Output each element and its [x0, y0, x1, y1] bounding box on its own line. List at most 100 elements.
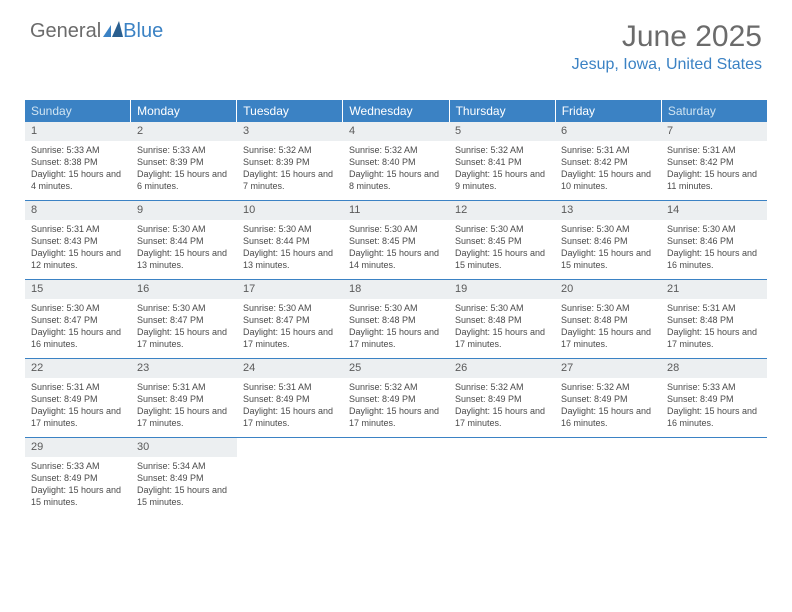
week-row: 1Sunrise: 5:33 AMSunset: 8:38 PMDaylight… — [25, 122, 767, 201]
day-cell: 8Sunrise: 5:31 AMSunset: 8:43 PMDaylight… — [25, 201, 131, 279]
day-number: 6 — [555, 122, 661, 141]
day-number: 1 — [25, 122, 131, 141]
day-content: Sunrise: 5:30 AMSunset: 8:47 PMDaylight:… — [237, 299, 343, 356]
day-content: Sunrise: 5:30 AMSunset: 8:46 PMDaylight:… — [661, 220, 767, 277]
day-content: Sunrise: 5:31 AMSunset: 8:43 PMDaylight:… — [25, 220, 131, 277]
day-content: Sunrise: 5:31 AMSunset: 8:48 PMDaylight:… — [661, 299, 767, 356]
day-number: 11 — [343, 201, 449, 220]
day-number: 10 — [237, 201, 343, 220]
day-content: Sunrise: 5:34 AMSunset: 8:49 PMDaylight:… — [131, 457, 237, 514]
day-content: Sunrise: 5:33 AMSunset: 8:49 PMDaylight:… — [25, 457, 131, 514]
day-content: Sunrise: 5:32 AMSunset: 8:49 PMDaylight:… — [555, 378, 661, 435]
day-content: Sunrise: 5:30 AMSunset: 8:45 PMDaylight:… — [449, 220, 555, 277]
day-number: 24 — [237, 359, 343, 378]
day-cell: 24Sunrise: 5:31 AMSunset: 8:49 PMDayligh… — [237, 359, 343, 437]
day-number: 8 — [25, 201, 131, 220]
day-number: 19 — [449, 280, 555, 299]
day-cell — [449, 438, 555, 516]
week-row: 29Sunrise: 5:33 AMSunset: 8:49 PMDayligh… — [25, 438, 767, 516]
week-row: 8Sunrise: 5:31 AMSunset: 8:43 PMDaylight… — [25, 201, 767, 280]
day-content: Sunrise: 5:31 AMSunset: 8:42 PMDaylight:… — [555, 141, 661, 198]
day-content: Sunrise: 5:31 AMSunset: 8:49 PMDaylight:… — [237, 378, 343, 435]
week-row: 15Sunrise: 5:30 AMSunset: 8:47 PMDayligh… — [25, 280, 767, 359]
logo-text-blue: Blue — [123, 20, 163, 43]
weekday-header: Monday — [131, 100, 237, 122]
day-cell: 22Sunrise: 5:31 AMSunset: 8:49 PMDayligh… — [25, 359, 131, 437]
day-number: 12 — [449, 201, 555, 220]
day-cell: 21Sunrise: 5:31 AMSunset: 8:48 PMDayligh… — [661, 280, 767, 358]
day-cell: 25Sunrise: 5:32 AMSunset: 8:49 PMDayligh… — [343, 359, 449, 437]
day-cell — [661, 438, 767, 516]
day-cell: 17Sunrise: 5:30 AMSunset: 8:47 PMDayligh… — [237, 280, 343, 358]
location: Jesup, Iowa, United States — [572, 56, 762, 74]
day-cell: 16Sunrise: 5:30 AMSunset: 8:47 PMDayligh… — [131, 280, 237, 358]
day-number: 18 — [343, 280, 449, 299]
day-cell: 15Sunrise: 5:30 AMSunset: 8:47 PMDayligh… — [25, 280, 131, 358]
day-cell: 11Sunrise: 5:30 AMSunset: 8:45 PMDayligh… — [343, 201, 449, 279]
day-number: 30 — [131, 438, 237, 457]
day-cell: 19Sunrise: 5:30 AMSunset: 8:48 PMDayligh… — [449, 280, 555, 358]
month-title: June 2025 — [572, 20, 762, 54]
day-number: 3 — [237, 122, 343, 141]
day-content: Sunrise: 5:31 AMSunset: 8:49 PMDaylight:… — [131, 378, 237, 435]
day-content: Sunrise: 5:32 AMSunset: 8:49 PMDaylight:… — [449, 378, 555, 435]
day-content: Sunrise: 5:31 AMSunset: 8:42 PMDaylight:… — [661, 141, 767, 198]
day-number: 22 — [25, 359, 131, 378]
day-cell — [343, 438, 449, 516]
day-cell: 1Sunrise: 5:33 AMSunset: 8:38 PMDaylight… — [25, 122, 131, 200]
day-number: 9 — [131, 201, 237, 220]
logo-icon — [103, 20, 123, 43]
header-right: June 2025 Jesup, Iowa, United States — [572, 20, 762, 74]
weekday-header: Saturday — [662, 100, 767, 122]
day-number: 13 — [555, 201, 661, 220]
day-cell: 26Sunrise: 5:32 AMSunset: 8:49 PMDayligh… — [449, 359, 555, 437]
day-number: 2 — [131, 122, 237, 141]
day-content: Sunrise: 5:30 AMSunset: 8:45 PMDaylight:… — [343, 220, 449, 277]
day-number: 28 — [661, 359, 767, 378]
day-content: Sunrise: 5:30 AMSunset: 8:47 PMDaylight:… — [131, 299, 237, 356]
day-number: 16 — [131, 280, 237, 299]
day-cell: 6Sunrise: 5:31 AMSunset: 8:42 PMDaylight… — [555, 122, 661, 200]
weekday-header: Wednesday — [343, 100, 449, 122]
day-content: Sunrise: 5:30 AMSunset: 8:47 PMDaylight:… — [25, 299, 131, 356]
day-content: Sunrise: 5:30 AMSunset: 8:48 PMDaylight:… — [449, 299, 555, 356]
day-number: 20 — [555, 280, 661, 299]
day-cell: 12Sunrise: 5:30 AMSunset: 8:45 PMDayligh… — [449, 201, 555, 279]
day-cell: 30Sunrise: 5:34 AMSunset: 8:49 PMDayligh… — [131, 438, 237, 516]
day-cell: 4Sunrise: 5:32 AMSunset: 8:40 PMDaylight… — [343, 122, 449, 200]
logo-text-gray: General — [30, 20, 101, 43]
day-content: Sunrise: 5:31 AMSunset: 8:49 PMDaylight:… — [25, 378, 131, 435]
day-content: Sunrise: 5:30 AMSunset: 8:44 PMDaylight:… — [237, 220, 343, 277]
day-content: Sunrise: 5:30 AMSunset: 8:48 PMDaylight:… — [555, 299, 661, 356]
day-cell: 13Sunrise: 5:30 AMSunset: 8:46 PMDayligh… — [555, 201, 661, 279]
day-cell: 7Sunrise: 5:31 AMSunset: 8:42 PMDaylight… — [661, 122, 767, 200]
day-content: Sunrise: 5:32 AMSunset: 8:39 PMDaylight:… — [237, 141, 343, 198]
day-cell: 2Sunrise: 5:33 AMSunset: 8:39 PMDaylight… — [131, 122, 237, 200]
day-number: 29 — [25, 438, 131, 457]
calendar: SundayMondayTuesdayWednesdayThursdayFrid… — [25, 100, 767, 516]
day-content: Sunrise: 5:33 AMSunset: 8:39 PMDaylight:… — [131, 141, 237, 198]
day-number: 7 — [661, 122, 767, 141]
day-cell — [555, 438, 661, 516]
day-cell: 20Sunrise: 5:30 AMSunset: 8:48 PMDayligh… — [555, 280, 661, 358]
day-content: Sunrise: 5:33 AMSunset: 8:38 PMDaylight:… — [25, 141, 131, 198]
day-number: 4 — [343, 122, 449, 141]
day-cell: 28Sunrise: 5:33 AMSunset: 8:49 PMDayligh… — [661, 359, 767, 437]
day-cell: 3Sunrise: 5:32 AMSunset: 8:39 PMDaylight… — [237, 122, 343, 200]
day-cell: 29Sunrise: 5:33 AMSunset: 8:49 PMDayligh… — [25, 438, 131, 516]
day-cell: 18Sunrise: 5:30 AMSunset: 8:48 PMDayligh… — [343, 280, 449, 358]
day-cell — [237, 438, 343, 516]
day-cell: 9Sunrise: 5:30 AMSunset: 8:44 PMDaylight… — [131, 201, 237, 279]
day-number: 27 — [555, 359, 661, 378]
day-content: Sunrise: 5:33 AMSunset: 8:49 PMDaylight:… — [661, 378, 767, 435]
weekday-header: Friday — [556, 100, 662, 122]
day-content: Sunrise: 5:30 AMSunset: 8:44 PMDaylight:… — [131, 220, 237, 277]
weekday-header: Thursday — [450, 100, 556, 122]
day-number: 23 — [131, 359, 237, 378]
weekday-header: Tuesday — [237, 100, 343, 122]
day-number: 21 — [661, 280, 767, 299]
week-row: 22Sunrise: 5:31 AMSunset: 8:49 PMDayligh… — [25, 359, 767, 438]
logo: General Blue — [30, 20, 163, 43]
day-number: 26 — [449, 359, 555, 378]
day-number: 17 — [237, 280, 343, 299]
